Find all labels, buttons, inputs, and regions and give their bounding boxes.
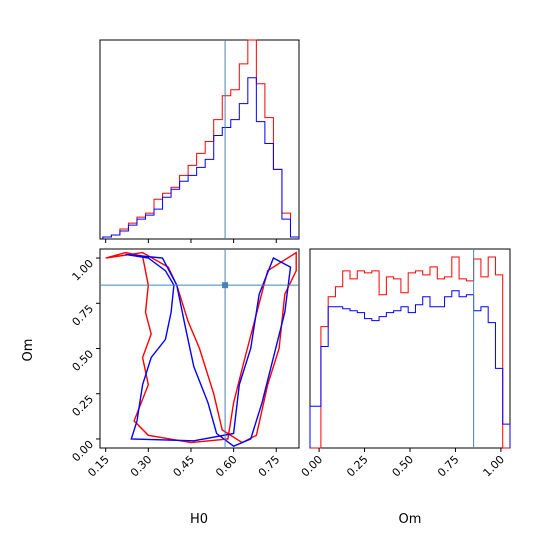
om-x-tick-label: 0.25 — [344, 453, 371, 480]
om-x-tick-label: 0.50 — [390, 453, 417, 480]
h0-hist-series-red — [102, 39, 300, 239]
om-x-tick-label: 1.00 — [481, 453, 508, 480]
h0-om-contour-group — [105, 251, 297, 448]
h0-om-truth-marker — [222, 282, 229, 289]
h0-hist-series-blue — [102, 77, 300, 239]
h0-om-contour-blue-outer — [125, 253, 292, 448]
om-y-tick-label: 0.75 — [70, 302, 97, 329]
h0-hist-series-group — [102, 39, 300, 239]
h0-x-tick-label: 0.75 — [256, 453, 283, 480]
h0-x-tick-label: 0.60 — [213, 453, 240, 480]
om-axis-label: Om — [399, 512, 422, 527]
h0-x-tick-label: 0.45 — [171, 453, 198, 480]
om-y-ticks: 0.00 0.25 0.50 0.75 1.00 — [70, 257, 100, 464]
h0-x-tick-label: 0.15 — [85, 453, 112, 480]
om-x-tick-label: 0.00 — [299, 453, 326, 480]
om-x-ticks: 0.00 0.25 0.50 0.75 1.00 — [299, 448, 507, 479]
om-y-tick-label: 1.00 — [70, 257, 97, 284]
om-hist-series-group — [309, 256, 511, 449]
h0-hist-frame — [99, 39, 300, 240]
om-y-tick-label: 0.00 — [70, 438, 97, 465]
h0-x-ticks: 0.15 0.30 0.45 0.60 0.75 — [85, 448, 282, 479]
om-hist-frame — [309, 248, 511, 449]
om-y-tick-label: 0.25 — [70, 393, 97, 420]
om-hist-series-red — [310, 256, 510, 449]
h0-hist-tick-marks — [105, 239, 277, 243]
h0-om-contour-panel — [99, 248, 300, 449]
h0-hist-panel — [99, 39, 300, 240]
h0-axis-label: H0 — [190, 512, 208, 527]
om-x-tick-label: 0.75 — [435, 453, 462, 480]
om-hist-panel — [309, 248, 511, 449]
om-y-tick-label: 0.50 — [70, 347, 97, 374]
om-hist-series-blue — [309, 290, 511, 448]
h0-x-tick-label: 0.30 — [128, 453, 155, 480]
om-y-axis-label: Om — [21, 339, 36, 362]
